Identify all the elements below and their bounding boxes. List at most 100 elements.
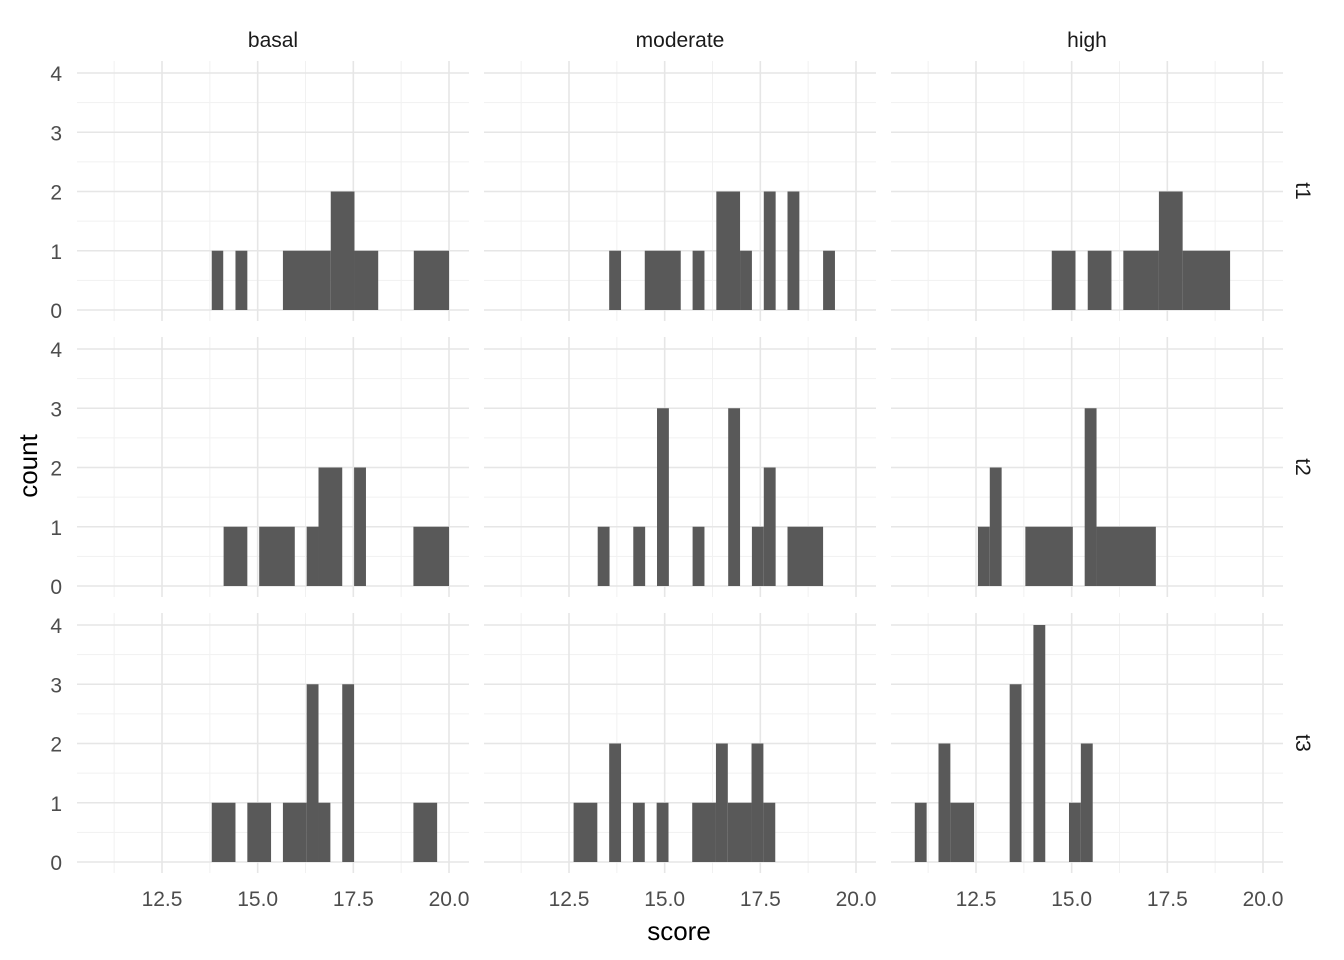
histogram-bar xyxy=(1080,743,1093,862)
y-tick-label: 4 xyxy=(50,63,62,86)
x-tick-label: 12.5 xyxy=(549,888,590,911)
histogram-bar xyxy=(1051,250,1076,310)
histogram-bar xyxy=(318,802,331,862)
y-tick-label: 0 xyxy=(50,852,62,875)
histogram-bar xyxy=(715,743,728,862)
bars-basal-t2 xyxy=(223,467,449,586)
histogram-bar xyxy=(644,250,681,310)
histogram-bar xyxy=(354,250,379,310)
x-tick-label: 15.0 xyxy=(644,888,685,911)
bars-basal-t3 xyxy=(211,684,438,862)
panel-basal-t1 xyxy=(77,61,469,321)
histogram-bar xyxy=(1158,191,1183,310)
x-tick-label: 17.5 xyxy=(1147,888,1188,911)
labels-layer: basal moderate high t1 t2 t3 0 1 2 3 4 0 1 2 3 4 0 1 2 3 4 12… xyxy=(50,29,1314,911)
panel-moderate-t2 xyxy=(484,337,876,597)
x-tick-label: 15.0 xyxy=(1051,888,1092,911)
y-axis-title: count xyxy=(13,433,43,497)
histogram-bar xyxy=(342,684,355,862)
x-tick-label: 15.0 xyxy=(237,888,278,911)
y-tick-label: 1 xyxy=(50,241,62,264)
histogram-bar xyxy=(692,526,705,586)
histogram-bar xyxy=(763,467,776,586)
histogram-bar xyxy=(728,408,741,586)
histogram-bar xyxy=(914,802,927,862)
histogram-bar xyxy=(413,250,449,310)
x-tick-label: 17.5 xyxy=(333,888,374,911)
panel-moderate-t3 xyxy=(484,613,876,873)
y-tick-label: 0 xyxy=(50,576,62,599)
histogram-bar xyxy=(1009,684,1022,862)
histogram-bar xyxy=(716,191,741,310)
x-tick-label: 17.5 xyxy=(740,888,781,911)
histogram-bar xyxy=(740,250,752,310)
facet-strip-t3: t3 xyxy=(1291,734,1314,752)
histogram-bar xyxy=(763,802,776,862)
histogram-bar xyxy=(977,526,990,586)
histogram-bar xyxy=(609,250,622,310)
histogram-bar xyxy=(751,743,764,862)
histogram-bar xyxy=(1033,625,1046,862)
y-tick-label: 3 xyxy=(50,122,62,145)
bars-basal-t1 xyxy=(211,191,449,310)
histogram-bar xyxy=(1068,802,1081,862)
y-tick-label: 2 xyxy=(50,458,62,481)
y-tick-label: 3 xyxy=(50,398,62,421)
bars-moderate-t3 xyxy=(573,743,776,862)
bars-moderate-t1 xyxy=(609,191,835,310)
histogram-bar xyxy=(1087,250,1112,310)
histogram-bar xyxy=(1025,526,1073,586)
y-tick-label: 0 xyxy=(50,300,62,323)
histogram-bar xyxy=(597,526,610,586)
y-tick-label: 1 xyxy=(50,793,62,816)
histogram-bar xyxy=(727,802,752,862)
histogram-bar xyxy=(938,743,951,862)
histogram-bar xyxy=(306,684,319,862)
histogram-bar xyxy=(306,526,319,586)
bars-high-t3 xyxy=(914,625,1093,862)
histogram-bar xyxy=(632,802,645,862)
histogram-bar xyxy=(573,802,598,862)
y-tick-label: 2 xyxy=(50,734,62,757)
y-tick-label: 4 xyxy=(50,339,62,362)
histogram-bar xyxy=(223,526,248,586)
histogram-bar xyxy=(235,250,248,310)
x-tick-label: 12.5 xyxy=(142,888,183,911)
y-tick-label: 4 xyxy=(50,615,62,638)
panel-basal-t2 xyxy=(77,337,469,597)
histogram-bar xyxy=(787,191,800,310)
histogram-bar xyxy=(656,802,669,862)
histogram-bar xyxy=(1084,408,1097,586)
x-tick-label: 20.0 xyxy=(836,888,877,911)
facet-strip-moderate: moderate xyxy=(636,29,725,52)
histogram-bar xyxy=(763,191,776,310)
histogram-bar xyxy=(413,802,438,862)
facet-strip-t1: t1 xyxy=(1291,182,1314,200)
facet-strip-t2: t2 xyxy=(1291,458,1314,476)
panel-basal-t3 xyxy=(77,613,469,873)
histogram-bar xyxy=(282,250,331,310)
x-tick-label: 20.0 xyxy=(1243,888,1284,911)
histogram-bar xyxy=(989,467,1002,586)
histogram-bar xyxy=(259,526,295,586)
y-tick-label: 2 xyxy=(50,182,62,205)
histogram-bar xyxy=(751,526,764,586)
histogram-bar xyxy=(692,802,716,862)
histogram-bar xyxy=(211,250,224,310)
histogram-bar xyxy=(247,802,272,862)
histogram-bar xyxy=(211,802,236,862)
histogram-bar xyxy=(1096,526,1156,586)
histogram-bar xyxy=(413,526,449,586)
x-tick-label: 20.0 xyxy=(429,888,470,911)
histogram-bar xyxy=(1123,250,1159,310)
facet-strip-basal: basal xyxy=(248,29,298,52)
histogram-bar xyxy=(354,467,366,586)
histogram-bar xyxy=(318,467,343,586)
histogram-bar xyxy=(609,743,622,862)
histogram-bar xyxy=(950,802,975,862)
histogram-bar xyxy=(633,526,646,586)
histogram-bar xyxy=(823,250,835,310)
y-tick-label: 3 xyxy=(50,674,62,697)
facet-strip-high: high xyxy=(1067,29,1107,52)
